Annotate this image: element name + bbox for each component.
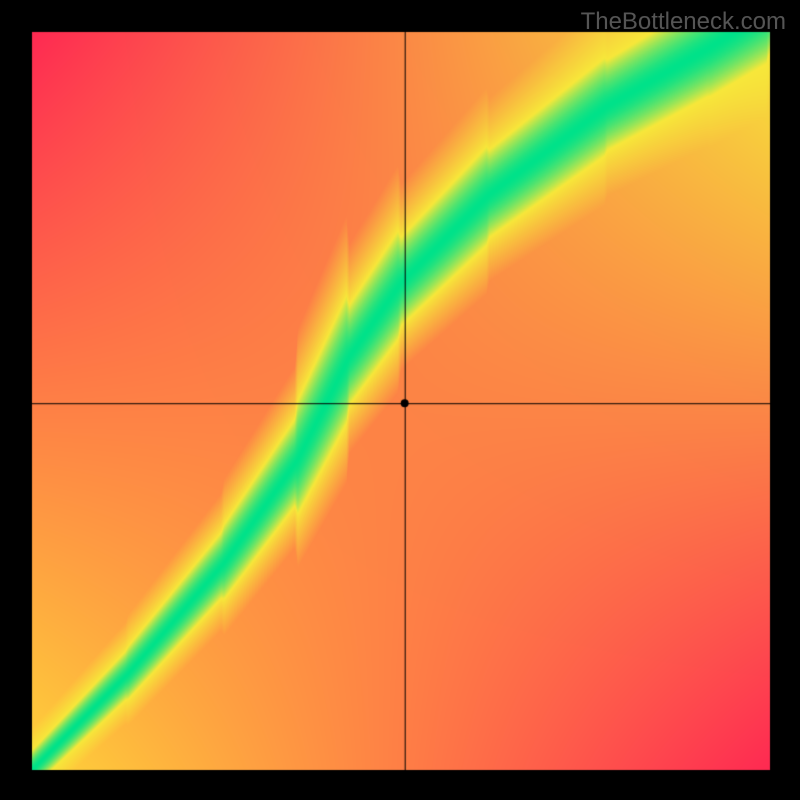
heatmap-chart: TheBottleneck.com	[0, 0, 800, 800]
heatmap-canvas	[0, 0, 800, 800]
